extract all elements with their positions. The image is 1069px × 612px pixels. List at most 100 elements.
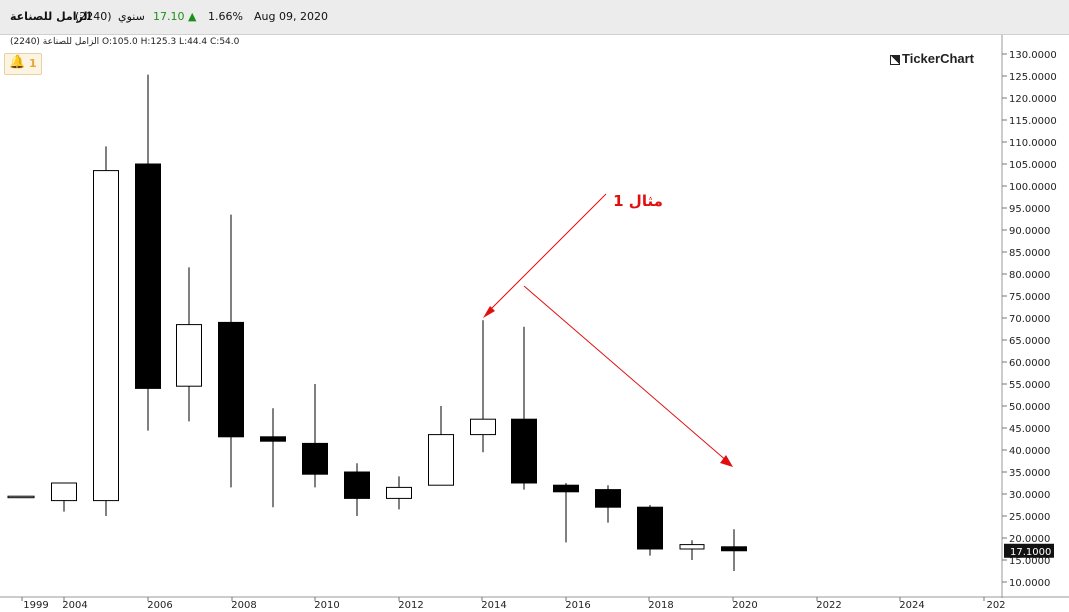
candle-2014 [470, 320, 496, 453]
candle-body [218, 321, 244, 438]
x-tick-label: 202 [986, 600, 1005, 611]
alert-badge[interactable]: 🔔 1 [4, 53, 42, 75]
candle-2016 [553, 483, 579, 543]
y-tick-label: 130.0000 [1009, 50, 1057, 61]
y-tick-label: 65.0000 [1009, 336, 1050, 347]
y-tick-label: 50.0000 [1009, 402, 1050, 413]
candle-body [7, 495, 35, 499]
y-tick-label: 30.0000 [1009, 490, 1050, 501]
y-tick-label: 20.0000 [1009, 534, 1050, 545]
y-tick-label: 120.0000 [1009, 94, 1057, 105]
arrow-head-1 [483, 306, 495, 318]
x-tick-label: 2024 [899, 600, 924, 611]
candle-body [51, 482, 77, 502]
candle-2013 [428, 406, 454, 486]
up-arrow-icon: ▲ [188, 10, 197, 23]
candle-2020 [721, 529, 747, 571]
stock-code: (2240) [75, 10, 112, 23]
y-tick-label: 45.0000 [1009, 424, 1050, 435]
x-tick-label: 2012 [398, 600, 423, 611]
candle-2007 [176, 267, 202, 422]
candle-body [511, 418, 537, 484]
y-tick-label: 55.0000 [1009, 380, 1050, 391]
candle-2006 [135, 74, 161, 431]
brand-name: TickerChart [902, 51, 975, 66]
candle-body [93, 170, 119, 502]
ticker-logo-icon [890, 54, 900, 65]
candle-1999 [7, 495, 35, 499]
y-tick-label: 70.0000 [1009, 314, 1050, 325]
candle-body [260, 436, 286, 442]
annotation-arrow-1 [485, 193, 607, 315]
y-tick-label: 25.0000 [1009, 512, 1050, 523]
annotation-arrow-2 [523, 285, 729, 463]
x-tick-label: 2014 [481, 600, 506, 611]
bell-icon: 🔔 [9, 55, 26, 70]
y-tick-label: 95.0000 [1009, 204, 1050, 215]
candle-2015 [511, 326, 537, 490]
candles-layer [7, 74, 747, 571]
x-tick-label: 2020 [732, 600, 757, 611]
x-tick-label: 2010 [314, 600, 339, 611]
current-price-tag [1004, 543, 1054, 558]
change-percent: 1.66% [208, 10, 243, 23]
candle-2012 [386, 476, 412, 510]
x-tick-label: 2022 [816, 600, 841, 611]
candle-2017 [595, 485, 621, 523]
arrow-head-2 [720, 455, 733, 467]
brand-logo: TickerChart [890, 51, 974, 66]
candle-2010 [302, 384, 328, 488]
period-label[interactable]: سنوي [118, 10, 145, 23]
y-tick-label: 85.0000 [1009, 248, 1050, 259]
candle-body [135, 163, 161, 389]
y-tick-label: 60.0000 [1009, 358, 1050, 369]
ohlc-readout: الزامل للصناعة (2240) O:105.0 H:125.3 L:… [10, 37, 240, 47]
annotation-label: مثال 1 [613, 192, 663, 210]
candle-2008 [218, 214, 244, 488]
annotation-layer: مثال 1 [483, 192, 733, 467]
candle-body [344, 471, 370, 499]
y-tick-label: 100.0000 [1009, 182, 1057, 193]
candle-body [386, 486, 412, 499]
y-tick-label: 35.0000 [1009, 468, 1050, 479]
y-tick-label: 15.0000 [1009, 556, 1050, 567]
y-tick-label: 75.0000 [1009, 292, 1050, 303]
y-tick-label: 115.0000 [1009, 116, 1057, 127]
candle-2005 [93, 146, 119, 516]
candle-2019 [679, 540, 705, 560]
alert-count: 1 [29, 57, 37, 70]
x-tick-label: 1999 [23, 600, 48, 611]
y-tick-label: 90.0000 [1009, 226, 1050, 237]
last-price: 17.10 [153, 10, 185, 23]
y-tick-label: 10.0000 [1009, 578, 1050, 589]
x-axis: 1999 2004 2006 2008 2010 2012 2014 2016 2018 2020… [0, 596, 1069, 611]
x-tick-label: 2004 [62, 600, 87, 611]
candle-body [721, 546, 747, 552]
stock-name[interactable]: الزامل للصناعة [10, 10, 92, 23]
candle-body [428, 434, 454, 486]
candle-body [553, 484, 579, 493]
candle-2004 [51, 482, 77, 512]
candle-body [637, 506, 663, 550]
instrument-header: الزامل للصناعة (2240) سنوي 17.10 ▲ 1.66%… [0, 0, 1069, 35]
y-tick-label: 110.0000 [1009, 138, 1057, 149]
candle-2009 [260, 408, 286, 508]
candle-body [679, 544, 705, 550]
y-axis: 10.0000 15.0000 20.0000 25.0000 30.0000 35.00… [1001, 35, 1057, 598]
x-tick-label: 2016 [565, 600, 590, 611]
candle-body [302, 442, 328, 475]
x-tick-label: 2018 [648, 600, 673, 611]
x-tick-label: 2008 [231, 600, 256, 611]
candle-body [595, 489, 621, 508]
y-tick-label: 40.0000 [1009, 446, 1050, 457]
date-label: Aug 09, 2020 [254, 10, 328, 23]
y-tick-label: 105.0000 [1009, 160, 1057, 171]
candle-body [470, 418, 496, 436]
candle-2011 [344, 463, 370, 516]
current-price-label: 17.1000 [1010, 547, 1051, 558]
candle-body [176, 324, 202, 387]
y-tick-label: 125.0000 [1009, 72, 1057, 83]
candle-2018 [637, 505, 663, 556]
y-tick-label: 80.0000 [1009, 270, 1050, 281]
